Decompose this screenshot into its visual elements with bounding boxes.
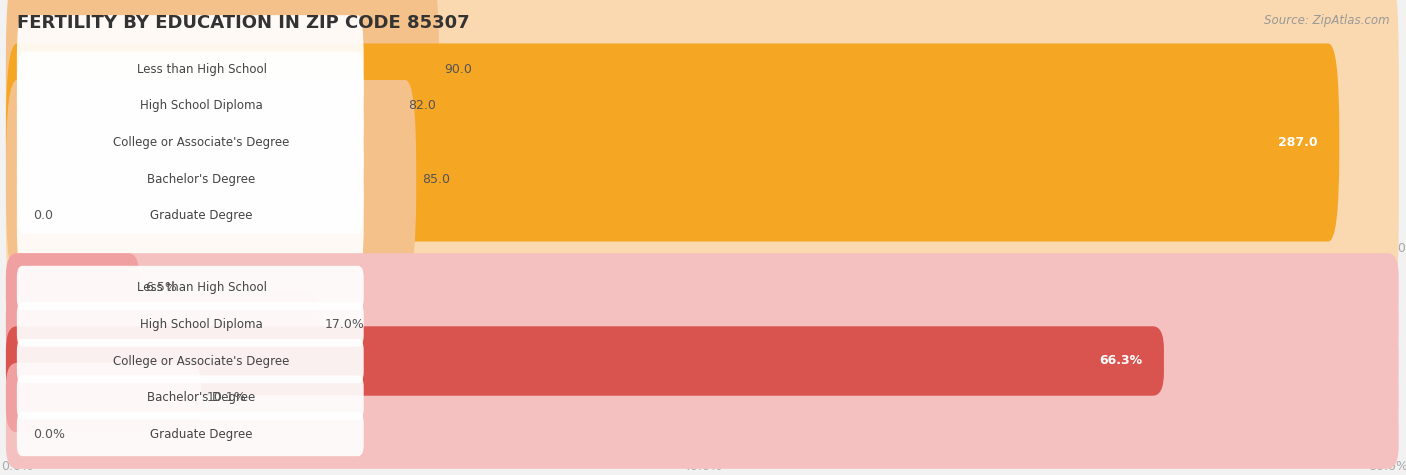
Text: Less than High School: Less than High School xyxy=(136,63,267,76)
Text: 90.0: 90.0 xyxy=(444,63,472,76)
FancyBboxPatch shape xyxy=(17,88,364,197)
Text: Bachelor's Degree: Bachelor's Degree xyxy=(148,172,256,186)
FancyBboxPatch shape xyxy=(6,290,319,359)
FancyBboxPatch shape xyxy=(6,7,402,205)
FancyBboxPatch shape xyxy=(17,339,364,383)
Text: 10.1%: 10.1% xyxy=(207,391,246,404)
FancyBboxPatch shape xyxy=(6,399,1399,469)
FancyBboxPatch shape xyxy=(6,363,1399,432)
FancyBboxPatch shape xyxy=(6,363,201,432)
FancyBboxPatch shape xyxy=(6,44,1340,241)
FancyBboxPatch shape xyxy=(17,52,364,160)
Text: 0.0%: 0.0% xyxy=(34,428,65,441)
Text: College or Associate's Degree: College or Associate's Degree xyxy=(114,354,290,368)
FancyBboxPatch shape xyxy=(6,253,139,323)
Text: 66.3%: 66.3% xyxy=(1099,354,1142,368)
FancyBboxPatch shape xyxy=(6,116,1399,314)
FancyBboxPatch shape xyxy=(17,375,364,419)
FancyBboxPatch shape xyxy=(6,80,1399,278)
FancyBboxPatch shape xyxy=(6,44,1399,241)
Text: Source: ZipAtlas.com: Source: ZipAtlas.com xyxy=(1264,14,1389,27)
FancyBboxPatch shape xyxy=(6,253,1399,323)
FancyBboxPatch shape xyxy=(6,290,1399,359)
FancyBboxPatch shape xyxy=(17,162,364,270)
Text: 0.0: 0.0 xyxy=(34,209,53,222)
Text: Bachelor's Degree: Bachelor's Degree xyxy=(148,391,256,404)
Text: 6.5%: 6.5% xyxy=(145,281,177,294)
FancyBboxPatch shape xyxy=(6,80,416,278)
Text: 287.0: 287.0 xyxy=(1278,136,1317,149)
Text: 82.0: 82.0 xyxy=(408,99,436,113)
Text: 85.0: 85.0 xyxy=(422,172,450,186)
FancyBboxPatch shape xyxy=(17,125,364,233)
FancyBboxPatch shape xyxy=(17,15,364,124)
Text: High School Diploma: High School Diploma xyxy=(141,318,263,331)
Text: Graduate Degree: Graduate Degree xyxy=(150,209,253,222)
Text: Less than High School: Less than High School xyxy=(136,281,267,294)
Text: High School Diploma: High School Diploma xyxy=(141,99,263,113)
FancyBboxPatch shape xyxy=(17,303,364,347)
FancyBboxPatch shape xyxy=(6,326,1399,396)
FancyBboxPatch shape xyxy=(6,7,1399,205)
FancyBboxPatch shape xyxy=(17,266,364,310)
FancyBboxPatch shape xyxy=(6,0,1399,169)
FancyBboxPatch shape xyxy=(17,412,364,456)
Text: 17.0%: 17.0% xyxy=(325,318,364,331)
FancyBboxPatch shape xyxy=(6,0,439,169)
Text: FERTILITY BY EDUCATION IN ZIP CODE 85307: FERTILITY BY EDUCATION IN ZIP CODE 85307 xyxy=(17,14,470,32)
Text: College or Associate's Degree: College or Associate's Degree xyxy=(114,136,290,149)
Text: Graduate Degree: Graduate Degree xyxy=(150,428,253,441)
FancyBboxPatch shape xyxy=(6,326,1164,396)
